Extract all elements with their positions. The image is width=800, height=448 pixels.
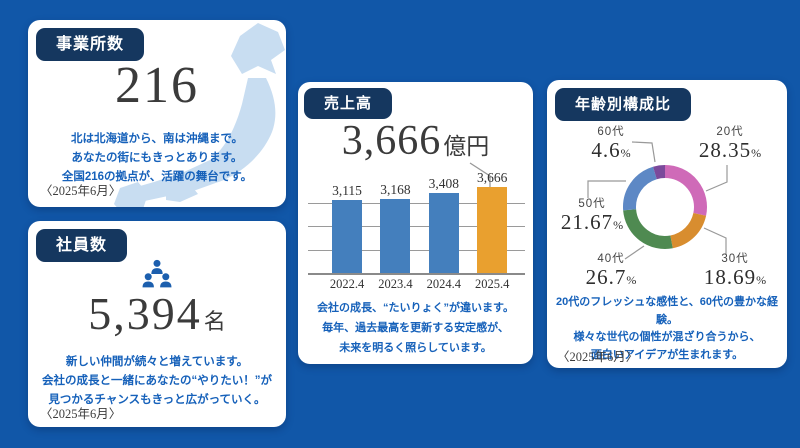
bar-value-label: 3,115 <box>332 182 362 198</box>
donut-label-20代: 20代 28.35% <box>680 123 780 164</box>
sales-badge: 売上高 <box>304 88 393 119</box>
percent-value: 26.7 <box>585 265 627 289</box>
chart-gridline <box>308 249 525 251</box>
employees-date: 〈2025年6月〉 <box>40 407 122 421</box>
chart-baseline <box>308 273 525 275</box>
donut-label-name: 30代 <box>721 253 749 265</box>
body-line: 見つかるチャンスもきっと広がっていく。 <box>48 394 266 406</box>
employees-description: 新しい仲間が続々と増えています。 会社の成長と一緒にあなたの“やりたい！”が 見… <box>28 353 286 410</box>
donut-segment-60代 <box>653 164 666 180</box>
age-composition-card: 年齢別構成比 20代 28.35% 30代 18.69% 40代 26.7% 50代 21.6… <box>547 80 787 368</box>
body-line: 会社の成長、“たいりょく”が違います。 <box>317 302 514 314</box>
body-line: 面白いアイデアが生まれます。 <box>590 348 744 361</box>
age-description: 20代のフレッシュな感性と、60代の豊かな経験。 様々な世代の個性が混ざり合うか… <box>547 294 787 364</box>
donut-label-name: 50代 <box>578 198 606 210</box>
percent-value: 21.67 <box>560 210 614 234</box>
donut-label-value: 18.69% <box>685 266 785 291</box>
donut-segment-50代 <box>623 166 658 211</box>
body-line: 様々な世代の個性が混ざり合うから、 <box>573 331 761 343</box>
bar-2024.4 <box>428 193 459 273</box>
percent-sign: % <box>756 273 767 287</box>
donut-label-name: 40代 <box>597 253 625 265</box>
offices-badge: 事業所数 <box>36 28 145 61</box>
bar-value-label: 3,168 <box>380 181 411 197</box>
age-badge: 年齢別構成比 <box>555 88 692 121</box>
employees-number: 5,394 <box>88 288 202 339</box>
donut-label-value: 4.6% <box>561 139 661 164</box>
age-donut-chart <box>623 164 707 249</box>
percent-value: 18.69 <box>703 265 757 289</box>
donut-label-value: 26.7% <box>561 266 661 291</box>
donut-label-30代: 30代 18.69% <box>685 250 785 291</box>
donut-label-name: 60代 <box>597 126 625 138</box>
sales-unit: 億円 <box>443 134 490 159</box>
body-line: 未来を明るく照らしています。 <box>339 342 492 354</box>
bar-category-label: 2024.4 <box>426 277 461 291</box>
offices-date: 〈2025年6月〉 <box>40 184 122 198</box>
bar-value-label: 3,408 <box>428 176 459 192</box>
offices-count: 216 <box>115 57 199 114</box>
donut-label-60代: 60代 4.6% <box>561 123 661 164</box>
sales-card: 売上高 3,666億円 3,115 2022.4 3,168 2023.4 3,408 2… <box>298 82 533 364</box>
sales-bar-chart: 3,115 2022.4 3,168 2023.4 3,408 2024.4 3,666 20… <box>308 170 525 292</box>
sales-amount: 3,666億円 <box>298 120 533 162</box>
chart-gridline <box>308 226 525 228</box>
percent-sign: % <box>620 146 631 160</box>
employees-count: 5,394名 <box>28 291 286 337</box>
donut-label-50代: 50代 21.67% <box>547 195 642 236</box>
donut-label-value: 21.67% <box>547 211 642 236</box>
body-line: 新しい仲間が続々と増えています。 <box>65 356 249 368</box>
bar-category-label: 2023.4 <box>378 277 413 291</box>
percent-value: 4.6 <box>591 138 621 162</box>
donut-label-40代: 40代 26.7% <box>561 250 661 291</box>
body-line: あなたの街にもきっとあります。 <box>71 152 243 164</box>
donut-label-value: 28.35% <box>680 139 780 164</box>
bar-2023.4 <box>380 198 411 273</box>
body-line: 北は北海道から、南は沖縄まで。 <box>70 133 244 145</box>
percent-sign: % <box>751 146 762 160</box>
percent-value: 28.35 <box>698 138 752 162</box>
sales-description: 会社の成長、“たいりょく”が違います。 毎年、過去最高を更新する安定感が、 未来… <box>298 298 533 358</box>
donut-segment-30代 <box>669 212 707 249</box>
percent-sign: % <box>613 218 624 232</box>
offices-description: 北は北海道から、南は沖縄まで。 あなたの街にもきっとあります。 全国216の拠点… <box>28 130 286 187</box>
sales-number: 3,666 <box>341 118 442 164</box>
body-line: 毎年、過去最高を更新する安定感が、 <box>322 322 509 334</box>
age-date: 〈2025年6月〉 <box>557 350 639 364</box>
employees-card: 社員数 5,394名 新しい仲間が続々と増えています。 会社の成長と一緒にあなた… <box>28 221 286 427</box>
body-line: 全国216の拠点が、活躍の舞台です。 <box>61 171 253 183</box>
bar-2025.4 <box>477 187 508 273</box>
percent-sign: % <box>626 273 637 287</box>
body-line: 会社の成長と一緒にあなたの“やりたい！”が <box>42 375 272 387</box>
donut-label-name: 20代 <box>716 126 744 138</box>
body-line: 20代のフレッシュな感性と、60代の豊かな経験。 <box>555 296 779 326</box>
bar-2022.4 <box>332 199 362 273</box>
bar-category-label: 2022.4 <box>329 277 365 291</box>
bar-category-label: 2025.4 <box>475 277 510 291</box>
offices-card: 事業所数 216 北は北海道から、南は沖縄まで。 あなたの街にもきっとあります。… <box>28 20 286 207</box>
bar-value-label: 3,666 <box>477 170 508 185</box>
people-icon <box>142 259 172 288</box>
employees-badge: 社員数 <box>36 229 128 262</box>
donut-segment-40代 <box>623 208 673 249</box>
donut-segment-20代 <box>664 165 707 216</box>
chart-gridline <box>308 202 525 204</box>
employees-unit: 名 <box>203 309 226 334</box>
